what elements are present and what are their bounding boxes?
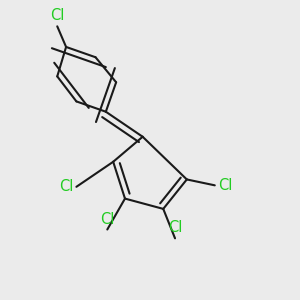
Text: Cl: Cl: [218, 178, 232, 193]
Text: Cl: Cl: [59, 179, 74, 194]
Text: Cl: Cl: [168, 220, 182, 236]
Text: Cl: Cl: [50, 8, 64, 23]
Text: Cl: Cl: [100, 212, 115, 226]
